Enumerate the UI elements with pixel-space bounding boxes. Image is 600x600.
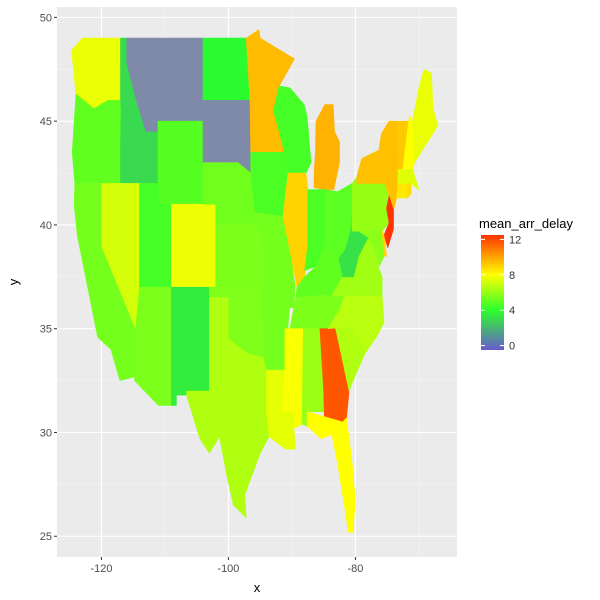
legend-colorbar [481,235,504,350]
state-new-mexico [171,286,210,406]
state-michigan [313,104,340,190]
state-alabama [301,328,325,427]
legend-ticks: 0 4 8 12 [481,234,521,353]
state-regions [71,29,439,533]
y-axis-title: y [6,278,21,285]
state-new-hampshire [402,114,415,170]
x-axis: -120 -100 -80 [90,557,363,575]
state-delaware [381,230,387,257]
state-connecticut [396,183,408,199]
y-tick-label: 50 [40,12,52,24]
y-tick-label: 40 [40,220,52,232]
y-tick-label: 35 [40,324,52,336]
y-tick-label: 45 [40,116,52,128]
state-maine [412,69,439,163]
state-florida [306,411,356,533]
y-tick-label: 25 [40,531,52,543]
x-axis-title: x [254,580,261,595]
state-pennsylvania [351,176,390,232]
legend-break-label: 12 [509,234,521,246]
legend-break-label: 0 [509,341,515,353]
state-north-dakota [202,37,251,101]
state-north-carolina [327,295,385,354]
state-new-jersey [383,195,394,249]
state-south-dakota [202,100,251,174]
x-tick-label: -120 [90,563,112,575]
x-tick-label: -80 [347,563,363,575]
state-texas [186,297,270,518]
legend: mean_arr_delay 0 4 8 12 [479,216,573,353]
legend-break-label: 8 [509,270,515,282]
legend-title: mean_arr_delay [479,216,573,231]
y-tick-label: 30 [40,427,52,439]
state-wyoming [157,120,204,205]
state-kansas [215,224,264,288]
x-tick-label: -100 [217,563,239,575]
state-oregon [71,93,122,184]
state-iowa [250,152,289,217]
legend-break-label: 4 [509,305,515,317]
state-colorado [171,203,216,288]
y-axis: 25 30 35 40 45 50 [40,12,57,543]
